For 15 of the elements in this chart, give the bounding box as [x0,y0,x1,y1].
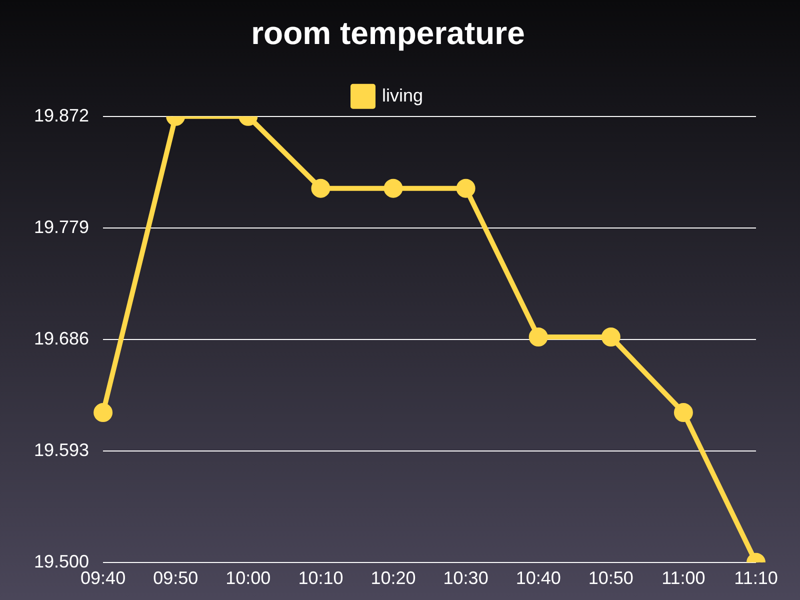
x-tick-label: 10:00 [226,568,271,588]
x-tick-label: 10:40 [516,568,561,588]
x-tick-label: 10:10 [298,568,344,588]
y-tick-label: 19.593 [34,440,90,460]
y-tick-label: 19.686 [34,328,90,348]
x-tick-label: 09:50 [153,568,198,588]
x-tick-label: 10:50 [588,568,634,588]
y-tick-label: 19.872 [34,105,90,126]
y-tick-label: 19.779 [34,216,90,237]
x-tick-label: 11:10 [734,568,778,588]
x-tick-label: 10:30 [443,568,488,588]
x-tick-label: 10:20 [370,568,416,588]
chart-title: room temperature [251,15,525,52]
x-tick-label: 11:00 [662,568,706,588]
legend-label: living [382,85,424,106]
